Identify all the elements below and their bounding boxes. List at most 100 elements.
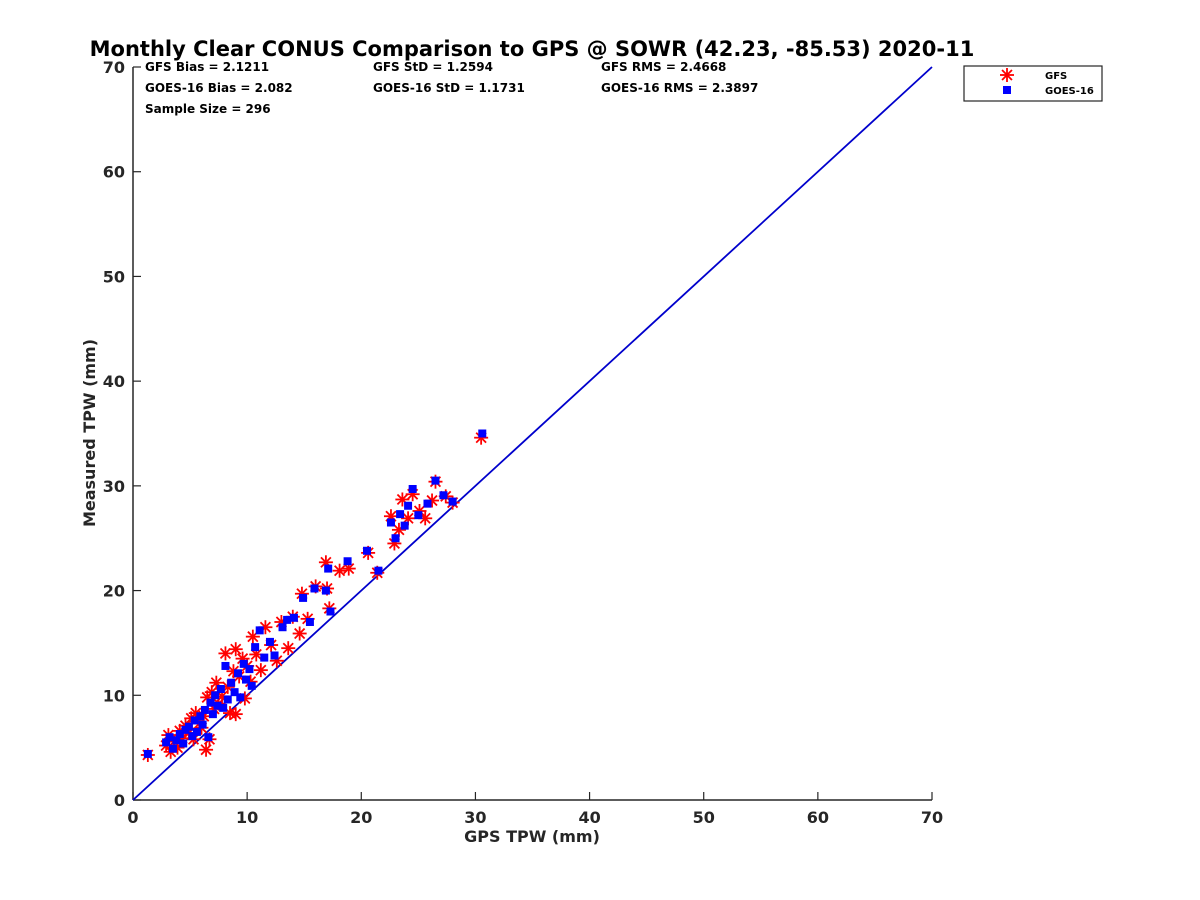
x-axis-ticks: 0 10 20 30 40 50 60 70 xyxy=(127,792,943,827)
goes16-point xyxy=(206,698,215,707)
gfs-point xyxy=(292,626,307,641)
goes16-point xyxy=(396,510,405,519)
goes16-point xyxy=(343,557,352,566)
goes16-point xyxy=(204,733,213,742)
x-axis-label: GPS TPW (mm) xyxy=(464,827,600,846)
goes16-point xyxy=(408,484,417,493)
goes16-point xyxy=(391,534,400,543)
legend-gfs-asterisk xyxy=(1000,68,1014,82)
goes16-point xyxy=(439,491,448,500)
gfs-point xyxy=(228,642,243,657)
goes16-point xyxy=(221,661,230,670)
gfs-point xyxy=(281,641,296,656)
goes16-point xyxy=(374,566,383,575)
gfs-point xyxy=(474,430,489,445)
goes16-point xyxy=(255,626,264,635)
goes16-point xyxy=(247,681,256,690)
x-tick-label: 0 xyxy=(127,808,138,827)
goes16-point xyxy=(278,623,287,632)
goes16-point xyxy=(283,615,292,624)
goes16-point xyxy=(310,584,319,593)
goes16-point xyxy=(245,665,254,674)
goes16-point xyxy=(431,476,440,485)
y-axis-ticks: 0 10 20 30 40 50 60 70 xyxy=(103,58,141,810)
goes16-point xyxy=(236,693,245,702)
goes16-point xyxy=(260,653,269,662)
stat-goes-bias: GOES-16 Bias = 2.082 xyxy=(145,81,293,95)
legend-goes16-marker xyxy=(1003,86,1011,94)
stat-gfs-bias: GFS Bias = 2.1211 xyxy=(145,60,269,74)
goes16-point xyxy=(216,685,225,694)
x-tick-label: 20 xyxy=(350,808,372,827)
goes16-point xyxy=(289,613,298,622)
goes16-point xyxy=(270,651,279,660)
y-axis-label: Measured TPW (mm) xyxy=(80,339,99,527)
goes16-point xyxy=(242,675,251,684)
series-goes16 xyxy=(143,429,487,758)
stat-gfs-std: GFS StD = 1.2594 xyxy=(373,60,493,74)
legend-gfs-marker xyxy=(1000,68,1014,82)
goes16-point xyxy=(423,499,432,508)
y-tick-label: 60 xyxy=(103,163,125,182)
y-tick-label: 0 xyxy=(114,791,125,810)
x-tick-label: 10 xyxy=(236,808,258,827)
goes16-point xyxy=(400,521,409,530)
goes16-point xyxy=(265,637,274,646)
goes16-point xyxy=(321,586,330,595)
goes16-point xyxy=(143,749,152,758)
gfs-point xyxy=(199,742,214,757)
legend-goes16-square xyxy=(1003,86,1011,94)
y-tick-label: 50 xyxy=(103,267,125,286)
goes16-point xyxy=(251,643,260,652)
gfs-point xyxy=(228,707,243,722)
goes16-point xyxy=(192,727,201,736)
goes16-point xyxy=(326,607,335,616)
chart-title: Monthly Clear CONUS Comparison to GPS @ … xyxy=(90,37,975,61)
goes16-point xyxy=(162,738,171,747)
goes16-point xyxy=(386,518,395,527)
goes16-point xyxy=(168,744,177,753)
goes16-point xyxy=(188,732,197,741)
gfs-point xyxy=(332,563,347,578)
stat-sample-size: Sample Size = 296 xyxy=(145,102,271,116)
y-tick-label: 20 xyxy=(103,582,125,601)
y-tick-label: 10 xyxy=(103,686,125,705)
goes16-point xyxy=(219,703,228,712)
goes16-point xyxy=(165,733,174,742)
goes16-point xyxy=(448,497,457,506)
x-tick-label: 60 xyxy=(807,808,829,827)
goes16-point xyxy=(230,688,239,697)
stat-goes-std: GOES-16 StD = 1.1731 xyxy=(373,81,525,95)
goes16-point xyxy=(190,716,199,725)
gfs-point xyxy=(245,629,260,644)
y-tick-label: 40 xyxy=(103,372,125,391)
stat-gfs-rms: GFS RMS = 2.4668 xyxy=(601,60,726,74)
goes16-point xyxy=(227,678,236,687)
goes16-point xyxy=(211,691,220,700)
goes16-point xyxy=(184,722,193,731)
goes16-point xyxy=(175,730,184,739)
legend-gfs-label: GFS xyxy=(1045,71,1067,82)
goes16-point xyxy=(362,546,371,555)
goes16-point xyxy=(200,705,209,714)
goes16-point xyxy=(208,710,217,719)
goes16-point xyxy=(414,511,423,520)
x-tick-label: 50 xyxy=(693,808,715,827)
legend-goes16-label: GOES-16 xyxy=(1045,86,1094,97)
y-tick-label: 70 xyxy=(103,58,125,77)
stat-goes-rms: GOES-16 RMS = 2.3897 xyxy=(601,81,758,95)
x-tick-label: 70 xyxy=(921,808,943,827)
plot-area: 0 10 20 30 40 50 60 70 0 10 20 30 40 50 60 70 xyxy=(103,58,943,827)
statistics-panel: GFS Bias = 2.1211 GFS StD = 1.2594 GFS R… xyxy=(145,60,758,116)
y-tick-label: 30 xyxy=(103,477,125,496)
one-to-one-reference-line xyxy=(132,66,933,801)
goes16-point xyxy=(234,669,243,678)
legend: GFS GOES-16 xyxy=(963,65,1103,102)
legend-box xyxy=(963,65,1103,102)
goes16-point xyxy=(196,712,205,721)
goes16-point xyxy=(179,739,188,748)
goes16-point xyxy=(213,701,222,710)
goes16-point xyxy=(478,429,487,438)
goes16-point xyxy=(404,501,413,510)
